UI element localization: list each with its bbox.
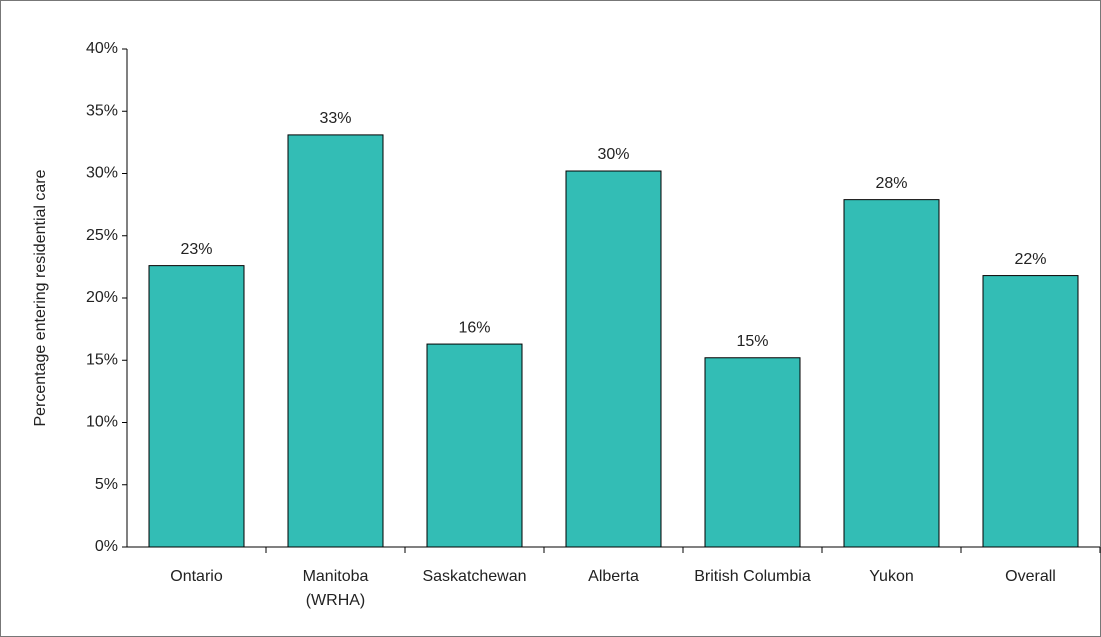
y-tick-label: 5% bbox=[95, 476, 118, 493]
value-label: 33% bbox=[319, 110, 351, 127]
value-label: 30% bbox=[597, 146, 629, 163]
bar bbox=[426, 343, 523, 548]
x-tick-label-line: Yukon bbox=[869, 568, 913, 585]
x-tick-label-line: Alberta bbox=[588, 568, 639, 585]
y-tick-label: 40% bbox=[86, 40, 118, 57]
bar bbox=[704, 357, 801, 548]
x-tick-label: Ontario bbox=[170, 568, 223, 585]
x-tick-label-line: British Columbia bbox=[694, 568, 811, 585]
bar bbox=[148, 265, 245, 548]
value-label: 23% bbox=[180, 241, 212, 258]
bar bbox=[565, 170, 662, 548]
y-axis-label: Percentage entering residential care bbox=[32, 169, 49, 426]
x-tick-label: Manitoba (WRHA) bbox=[303, 568, 369, 609]
y-tick-label: 25% bbox=[86, 227, 118, 244]
x-tick-label-line: Overall bbox=[1005, 568, 1056, 585]
x-tick-label: Overall bbox=[1005, 568, 1056, 585]
x-tick-label-line: Manitoba bbox=[303, 568, 369, 585]
y-tick-label: 30% bbox=[86, 165, 118, 182]
y-tick-label: 0% bbox=[95, 538, 118, 555]
bar bbox=[843, 199, 940, 548]
value-label: 28% bbox=[875, 175, 907, 192]
bar bbox=[287, 134, 384, 548]
bar bbox=[982, 275, 1079, 548]
y-tick-label: 10% bbox=[86, 414, 118, 431]
x-tick-label-line: (WRHA) bbox=[306, 592, 366, 609]
value-label: 22% bbox=[1014, 251, 1046, 268]
y-tick-label: 35% bbox=[86, 102, 118, 119]
y-tick-label: 15% bbox=[86, 351, 118, 368]
x-tick-label-line: Saskatchewan bbox=[422, 568, 526, 585]
x-tick-label: Yukon bbox=[869, 568, 913, 585]
x-tick-label-line: Ontario bbox=[170, 568, 223, 585]
value-label: 16% bbox=[458, 319, 490, 336]
x-tick-label: Saskatchewan bbox=[422, 568, 526, 585]
y-tick-label: 20% bbox=[86, 289, 118, 306]
x-tick-label: British Columbia bbox=[694, 568, 811, 585]
value-label: 15% bbox=[736, 333, 768, 350]
x-tick-label: Alberta bbox=[588, 568, 639, 585]
